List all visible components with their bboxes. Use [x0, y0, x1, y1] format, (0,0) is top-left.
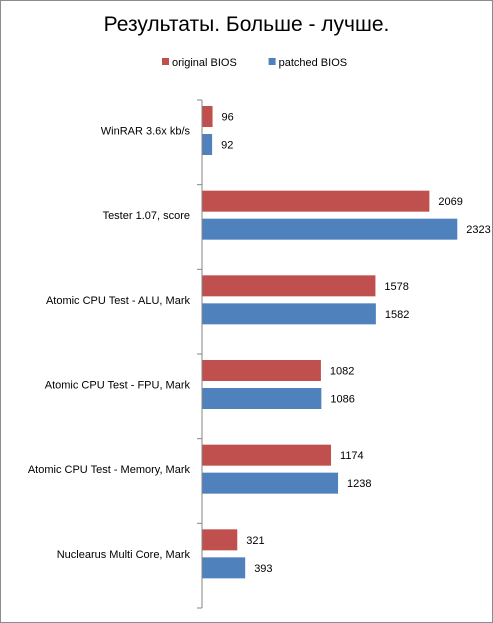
chart-title: Результаты. Больше - лучше.	[103, 13, 390, 36]
category-label: Nuclearus Multi Core, Mark	[57, 549, 191, 561]
category-label: Atomic CPU Test - Memory, Mark	[28, 464, 191, 476]
data-label: 1582	[385, 309, 409, 321]
data-label: 1086	[330, 394, 354, 406]
bar-original	[202, 360, 321, 381]
category-label: Atomic CPU Test - ALU, Mark	[46, 295, 191, 307]
bar-patched	[202, 388, 322, 409]
bar-patched	[202, 303, 376, 325]
data-label: 393	[254, 563, 272, 575]
category-label: Tester 1.07, score	[103, 210, 190, 222]
bar-patched	[202, 472, 339, 494]
legend-label-2: patched BIOS	[279, 57, 348, 69]
bar-original	[202, 106, 213, 127]
bar-original	[202, 444, 332, 466]
bar-original	[202, 190, 430, 212]
bar-patched	[202, 134, 213, 155]
category-label: Atomic CPU Test - FPU, Mark	[45, 380, 191, 392]
data-label: 1082	[330, 366, 354, 378]
data-label: 1238	[347, 478, 371, 490]
data-label: 2069	[438, 196, 462, 208]
data-label: 321	[246, 535, 264, 547]
bar-patched	[202, 218, 458, 240]
legend-label-1: original BIOS	[172, 57, 237, 69]
bar-original	[202, 529, 238, 551]
legend-swatch-1	[162, 58, 169, 65]
data-label: 96	[222, 112, 234, 124]
category-label: WinRAR 3.6x kb/s	[101, 126, 191, 138]
data-label: 1578	[384, 281, 408, 293]
data-label: 1174	[340, 450, 364, 462]
data-label: 2323	[466, 224, 490, 236]
bar-original	[202, 275, 376, 297]
legend-swatch-2	[268, 58, 276, 65]
bar-patched	[202, 557, 246, 579]
data-label: 92	[221, 140, 233, 152]
